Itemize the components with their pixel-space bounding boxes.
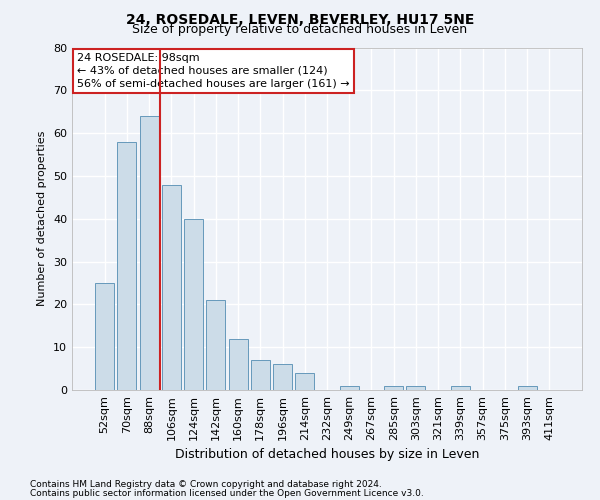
Bar (295, 373, 314, 390)
Bar (95, 283, 114, 390)
Text: Size of property relative to detached houses in Leven: Size of property relative to detached ho… (133, 22, 467, 36)
Text: 24 ROSEDALE: 98sqm
← 43% of detached houses are smaller (124)
56% of semi-detach: 24 ROSEDALE: 98sqm ← 43% of detached hou… (77, 52, 350, 89)
Bar (406, 386, 425, 390)
Bar (229, 338, 248, 390)
Text: Contains public sector information licensed under the Open Government Licence v3: Contains public sector information licen… (30, 488, 424, 498)
Bar (140, 116, 158, 390)
Bar (340, 386, 359, 390)
Bar (251, 360, 270, 390)
Bar (273, 364, 292, 390)
Y-axis label: Number of detached properties: Number of detached properties (37, 131, 47, 306)
Bar (518, 386, 536, 390)
Bar (451, 386, 470, 390)
Bar (384, 386, 403, 390)
Bar (206, 300, 225, 390)
X-axis label: Distribution of detached houses by size in Leven: Distribution of detached houses by size … (175, 448, 479, 462)
Bar (118, 142, 136, 390)
Bar (162, 184, 181, 390)
Bar (184, 219, 203, 390)
Text: Contains HM Land Registry data © Crown copyright and database right 2024.: Contains HM Land Registry data © Crown c… (30, 480, 382, 489)
Text: 24, ROSEDALE, LEVEN, BEVERLEY, HU17 5NE: 24, ROSEDALE, LEVEN, BEVERLEY, HU17 5NE (126, 12, 474, 26)
